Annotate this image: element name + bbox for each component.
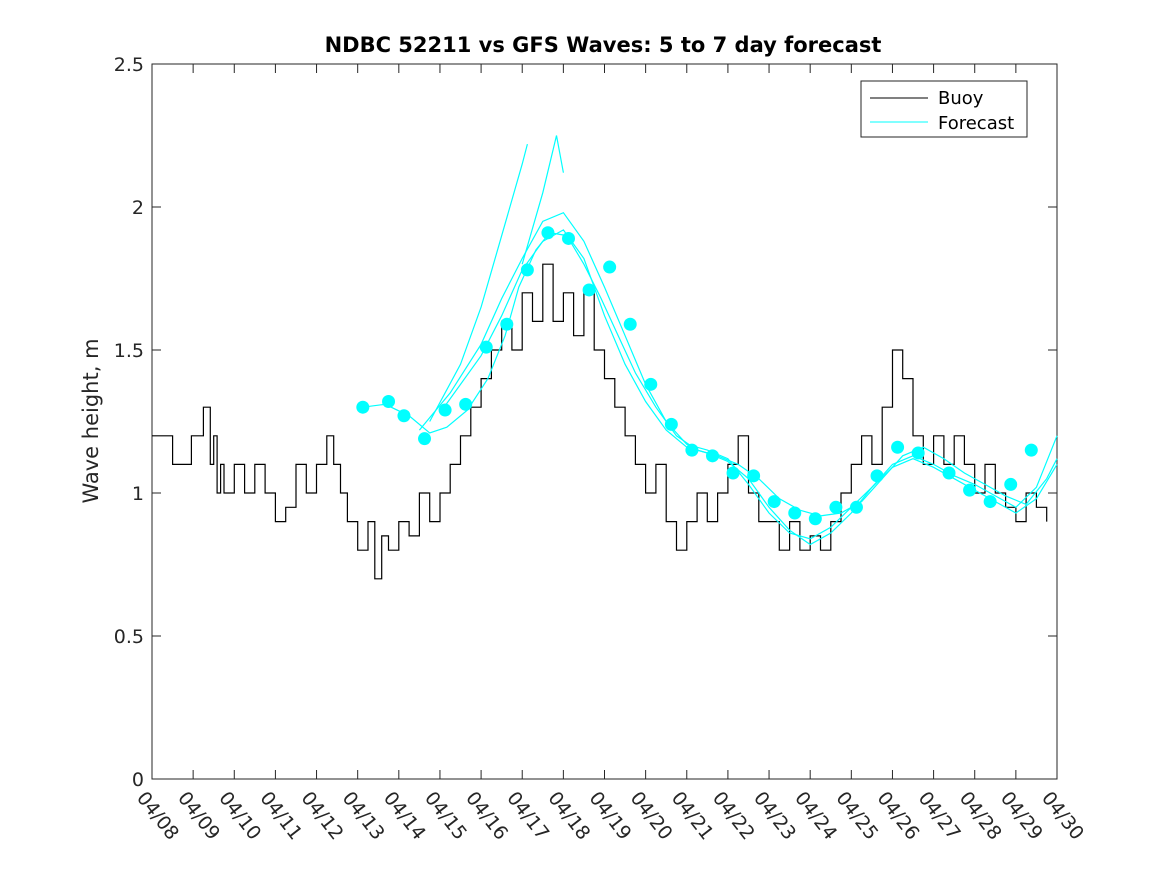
y-tick-label: 0.5: [114, 626, 144, 648]
x-tick-label: 04/23: [749, 788, 800, 845]
forecast-marker: [849, 500, 863, 514]
y-tick-label: 2.5: [114, 54, 144, 76]
forecast-marker: [870, 469, 884, 483]
y-axis-label: Wave height, m: [79, 338, 103, 503]
x-tick-label: 04/29: [996, 788, 1047, 845]
legend-label-forecast: Forecast: [938, 113, 1014, 134]
x-tick-label: 04/27: [914, 788, 965, 845]
forecast-marker: [685, 443, 699, 457]
forecast-marker: [438, 403, 452, 417]
x-tick-label: 04/15: [420, 788, 471, 845]
forecast-marker: [479, 340, 493, 354]
x-tick-label: 04/18: [543, 788, 594, 845]
x-tick-label: 04/16: [461, 788, 512, 845]
x-tick-label: 04/09: [173, 788, 224, 845]
chart-title: NDBC 52211 vs GFS Waves: 5 to 7 day fore…: [325, 33, 882, 57]
x-tick-label: 04/08: [132, 788, 183, 845]
x-tick-label: 04/10: [214, 788, 265, 845]
forecast-marker: [942, 466, 956, 480]
x-tick-label: 04/26: [873, 788, 924, 845]
forecast-marker: [891, 440, 905, 454]
legend: Buoy Forecast: [860, 80, 1028, 138]
x-tick-label: 04/28: [955, 788, 1006, 845]
x-tick-label: 04/25: [831, 788, 882, 845]
forecast-marker: [562, 231, 576, 245]
forecast-marker: [382, 394, 396, 408]
forecast-marker: [520, 263, 534, 277]
forecast-marker: [1024, 443, 1038, 457]
x-tick-label: 04/21: [667, 788, 718, 845]
forecast-marker: [767, 495, 781, 509]
forecast-marker: [829, 500, 843, 514]
forecast-marker: [603, 260, 617, 274]
plot-area: 00.511.522.504/0804/0904/1004/1104/1204/…: [114, 54, 1088, 844]
forecast-marker: [664, 417, 678, 431]
forecast-marker: [459, 397, 473, 411]
legend-label-buoy: Buoy: [938, 88, 984, 109]
forecast-marker: [644, 377, 658, 391]
forecast-marker: [356, 400, 370, 414]
x-tick-label: 04/20: [626, 788, 677, 845]
forecast-series-line: [429, 143, 528, 422]
forecast-marker: [1004, 477, 1018, 491]
forecast-marker: [983, 495, 997, 509]
forecast-marker: [582, 283, 596, 297]
forecast-marker: [963, 483, 977, 497]
forecast-marker: [747, 469, 761, 483]
x-tick-label: 04/30: [1037, 788, 1088, 845]
forecast-marker: [500, 317, 514, 331]
axes-box: [151, 63, 1058, 780]
y-tick-label: 1: [132, 483, 144, 505]
x-tick-label: 04/19: [585, 788, 636, 845]
forecast-series-line: [439, 229, 1058, 546]
x-tick-label: 04/17: [502, 788, 553, 845]
forecast-marker: [808, 512, 822, 526]
x-tick-label: 04/14: [379, 788, 430, 845]
x-tick-label: 04/12: [297, 788, 348, 845]
forecast-marker: [911, 446, 925, 460]
buoy-series-line: [152, 263, 1048, 580]
forecast-marker: [418, 432, 432, 446]
y-tick-label: 0: [132, 769, 144, 791]
legend-box: [860, 80, 1028, 138]
x-tick-label: 04/11: [255, 788, 306, 845]
y-tick-label: 2: [132, 197, 144, 219]
forecast-series-line: [521, 135, 564, 265]
x-tick-label: 04/24: [790, 788, 841, 845]
forecast-marker: [726, 466, 740, 480]
forecast-marker: [623, 317, 637, 331]
forecast-marker: [541, 226, 555, 240]
x-tick-label: 04/22: [708, 788, 759, 845]
forecast-marker: [788, 506, 802, 520]
y-tick-label: 1.5: [114, 340, 144, 362]
x-tick-label: 04/13: [338, 788, 389, 845]
forecast-marker: [705, 449, 719, 463]
forecast-marker: [397, 409, 411, 423]
